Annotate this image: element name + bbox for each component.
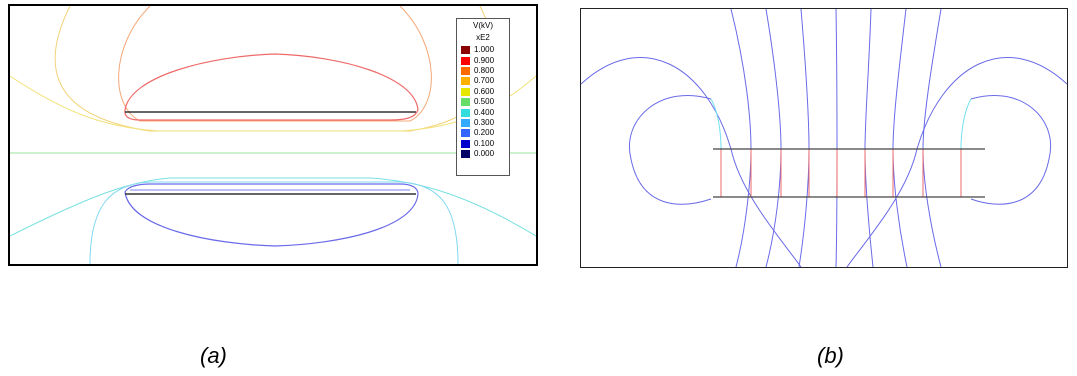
- legend-label: 0.300: [474, 117, 495, 127]
- legend-swatch: [461, 139, 470, 148]
- legend-label: 0.000: [474, 149, 495, 159]
- legend-swatch: [461, 150, 470, 159]
- legend-title-line1: V(kV): [473, 21, 493, 30]
- legend-entry: 0.800: [457, 66, 509, 76]
- legend-entry: 0.700: [457, 76, 509, 86]
- contour-cyan-outer: [10, 177, 536, 237]
- legend-entry: 0.200: [457, 128, 509, 138]
- legend-entry: 0.100: [457, 139, 509, 149]
- panel-b-svg: [581, 9, 1067, 267]
- legend-entry: 0.300: [457, 118, 509, 128]
- contour-cyan-mid: [89, 181, 459, 264]
- legend-label: 0.200: [474, 128, 495, 138]
- field-line-left-cyan: [710, 98, 722, 150]
- legend-entry: 1.000: [457, 45, 509, 55]
- contour-blue-bottom: [124, 183, 419, 247]
- legend-title-line2: xE2: [476, 33, 490, 42]
- legend-label: 0.900: [474, 55, 495, 65]
- legend-label: 0.700: [474, 76, 495, 86]
- voltage-legend: V(kV) xE2 1.000 0.900 0.800 0.700 0.600 …: [456, 18, 510, 176]
- field-line-right-cyan: [960, 98, 972, 150]
- legend-swatch: [461, 66, 470, 75]
- legend-swatch: [461, 118, 470, 127]
- legend-swatch: [461, 129, 470, 138]
- panel-b-field-line-plot: [580, 8, 1068, 268]
- contour-red-top: [124, 53, 419, 121]
- caption-b: (b): [817, 343, 844, 368]
- field-line-v6: [892, 9, 908, 267]
- field-line-v3: [798, 9, 810, 267]
- legend-entry: 0.000: [457, 149, 509, 159]
- field-line-right-loop: [970, 94, 1051, 205]
- legend-label: 0.400: [474, 107, 495, 117]
- field-line-v7: [922, 9, 942, 267]
- panel-a-svg: [10, 6, 536, 264]
- legend-entry: 0.500: [457, 97, 509, 107]
- field-line-left-loop: [629, 94, 712, 205]
- legend-entries: 1.000 0.900 0.800 0.700 0.600 0.500 0.40…: [457, 45, 509, 159]
- legend-swatch: [461, 87, 470, 96]
- field-line-v2: [765, 9, 782, 267]
- legend-swatch: [461, 46, 470, 55]
- field-line-v4: [835, 9, 838, 267]
- legend-swatch: [461, 98, 470, 107]
- legend-label: 0.500: [474, 97, 495, 107]
- contour-orange-top: [118, 6, 432, 122]
- legend-entry: 0.400: [457, 107, 509, 117]
- field-line-v1: [730, 9, 752, 267]
- legend-entry: 0.600: [457, 87, 509, 97]
- legend-label: 0.800: [474, 65, 495, 75]
- legend-label: 0.100: [474, 138, 495, 148]
- legend-swatch: [461, 108, 470, 117]
- caption-a: (a): [200, 343, 227, 368]
- panel-a-equipotential-plot: V(kV) xE2 1.000 0.900 0.800 0.700 0.600 …: [8, 4, 538, 266]
- legend-entry: 0.900: [457, 55, 509, 65]
- legend-label: 1.000: [474, 45, 495, 55]
- legend-swatch: [461, 56, 470, 65]
- legend-swatch: [461, 77, 470, 86]
- field-line-right-outer: [846, 57, 1067, 267]
- field-line-v5: [864, 9, 874, 267]
- field-line-left-outer: [581, 57, 802, 267]
- legend-label: 0.600: [474, 86, 495, 96]
